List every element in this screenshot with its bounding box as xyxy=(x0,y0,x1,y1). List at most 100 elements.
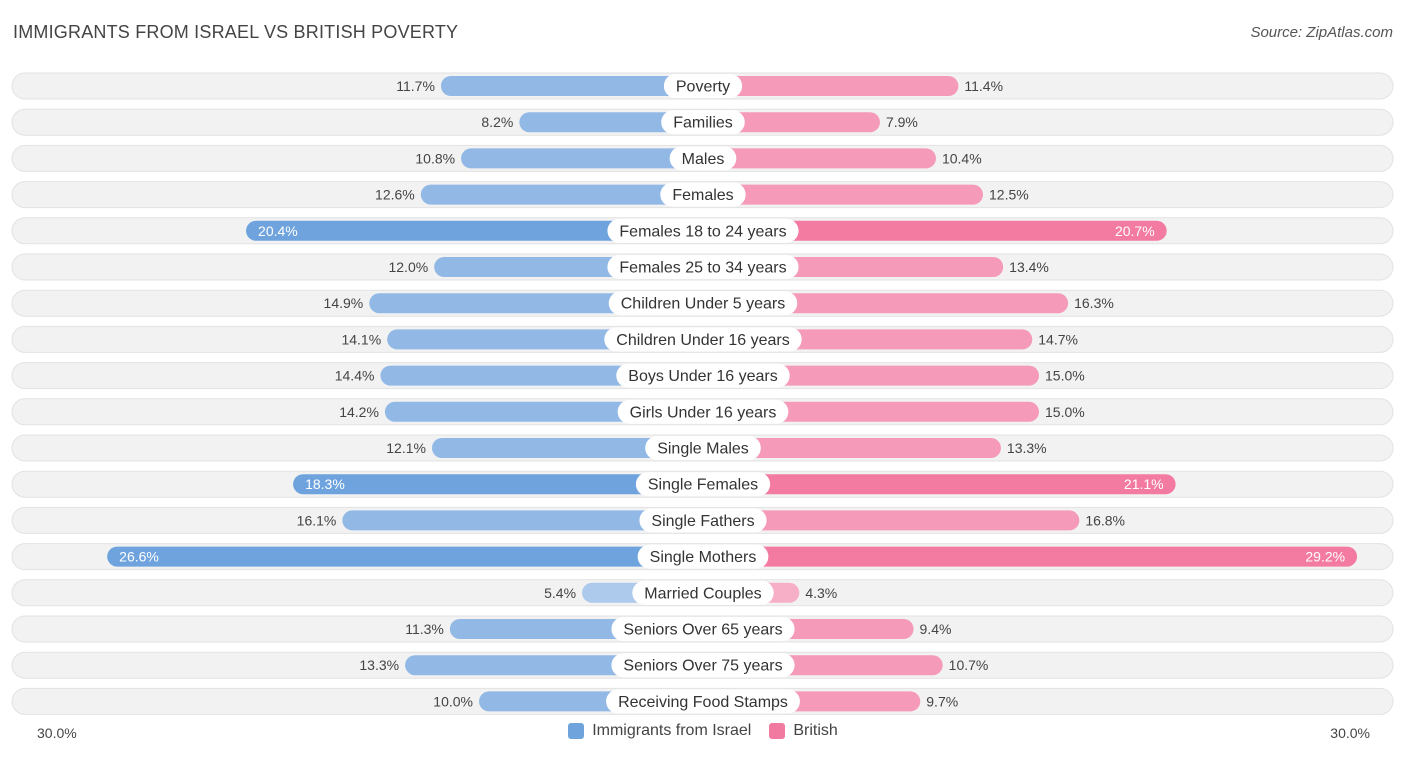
bar-israel-single-mothers xyxy=(107,546,703,567)
diverging-bar-chart: 11.7% 11.4% Poverty 8.2% 7.9% Families 10.8% 10… xyxy=(11,72,1394,715)
category-label-single-fathers: Single Fathers xyxy=(651,513,754,530)
category-pill-children-under-16-years xyxy=(604,327,802,352)
category-pill-single-females xyxy=(635,472,771,497)
category-pill-females-25-to-34-years xyxy=(607,255,799,279)
value-label-israel-seniors-over-75-years: 13.3% xyxy=(359,657,399,673)
value-label-british-children-under-16-years: 14.7% xyxy=(1038,331,1078,347)
value-label-israel-married-couples: 5.4% xyxy=(544,585,576,601)
category-pill-poverty xyxy=(663,74,743,98)
category-pill-seniors-over-65-years xyxy=(611,617,795,641)
category-pill-males xyxy=(669,146,737,171)
category-label-females: Females xyxy=(672,187,733,204)
category-pill-receiving-food-stamps xyxy=(606,689,800,714)
axis-left-label: 30.0% xyxy=(37,725,77,741)
value-label-british-boys-under-16-years: 15.0% xyxy=(1045,368,1085,384)
value-label-israel-single-fathers: 16.1% xyxy=(297,512,337,528)
category-label-single-females: Single Females xyxy=(648,477,758,494)
category-label-single-mothers: Single Mothers xyxy=(650,549,757,566)
value-label-israel-seniors-over-65-years: 11.3% xyxy=(405,621,444,637)
value-label-british-girls-under-16-years: 15.0% xyxy=(1045,404,1085,420)
category-pill-single-fathers xyxy=(639,508,767,533)
value-label-british-single-males: 13.3% xyxy=(1007,440,1047,456)
category-pill-females xyxy=(660,182,746,207)
axis-right-label: 30.0% xyxy=(1330,725,1370,741)
source-credit: Source: ZipAtlas.com xyxy=(1250,24,1393,41)
category-label-families: Families xyxy=(673,115,733,132)
legend-item-british[interactable]: British xyxy=(769,722,838,740)
value-label-israel-single-males: 12.1% xyxy=(386,440,426,456)
category-label-males: Males xyxy=(682,151,725,168)
value-label-british-children-under-5-years: 16.3% xyxy=(1074,295,1114,311)
value-label-israel-girls-under-16-years: 14.2% xyxy=(339,404,379,420)
bar-british-females-18-to-24-years xyxy=(703,220,1167,241)
bar-israel-females xyxy=(420,184,703,205)
category-pill-boys-under-16-years xyxy=(616,363,790,388)
value-label-british-males: 10.4% xyxy=(942,150,982,166)
legend: Immigrants from Israel British xyxy=(0,722,1406,740)
value-label-british-females: 12.5% xyxy=(989,187,1029,203)
category-pill-single-mothers xyxy=(637,544,769,569)
value-label-israel-single-females: 18.3% xyxy=(305,476,345,492)
category-pill-seniors-over-75-years xyxy=(611,653,795,678)
bar-israel-poverty xyxy=(440,76,703,96)
bar-british-males xyxy=(703,148,936,169)
category-pill-families xyxy=(661,110,745,135)
value-label-british-single-females: 21.1% xyxy=(1124,476,1164,492)
value-label-israel-single-mothers: 26.6% xyxy=(119,549,159,565)
category-label-children-under-16-years: Children Under 16 years xyxy=(616,332,789,349)
bar-british-poverty xyxy=(703,76,959,96)
value-label-british-seniors-over-75-years: 10.7% xyxy=(949,657,989,673)
category-pill-single-males xyxy=(645,436,761,460)
bar-israel-single-females xyxy=(293,474,703,495)
value-label-israel-females: 12.6% xyxy=(375,187,415,203)
bar-israel-females-18-to-24-years xyxy=(246,220,704,241)
bar-british-females xyxy=(703,184,983,205)
category-pill-married-couples xyxy=(632,580,774,605)
value-label-israel-females-18-to-24-years: 20.4% xyxy=(258,223,298,239)
bar-israel-single-males xyxy=(431,438,703,458)
bar-british-single-mothers xyxy=(703,546,1358,567)
category-pill-children-under-5-years xyxy=(608,291,798,316)
value-label-british-seniors-over-65-years: 9.4% xyxy=(920,621,952,637)
category-label-boys-under-16-years: Boys Under 16 years xyxy=(628,368,777,385)
category-label-married-couples: Married Couples xyxy=(644,585,761,602)
value-label-british-poverty: 11.4% xyxy=(964,78,1003,94)
chart-title: IMMIGRANTS FROM ISRAEL VS BRITISH POVERT… xyxy=(13,22,459,42)
value-label-israel-poverty: 11.7% xyxy=(396,78,435,94)
value-label-israel-children-under-5-years: 14.9% xyxy=(324,295,364,311)
legend-swatch-israel xyxy=(568,723,585,739)
bar-israel-males xyxy=(461,148,703,169)
value-label-british-single-fathers: 16.8% xyxy=(1085,512,1125,528)
category-label-females-25-to-34-years: Females 25 to 34 years xyxy=(619,260,786,277)
category-label-seniors-over-65-years: Seniors Over 65 years xyxy=(623,622,782,639)
legend-item-israel[interactable]: Immigrants from Israel xyxy=(568,722,751,740)
legend-swatch-british xyxy=(769,723,786,739)
bar-israel-single-fathers xyxy=(342,510,703,531)
legend-label-british: British xyxy=(793,722,838,739)
value-label-israel-children-under-16-years: 14.1% xyxy=(341,331,381,347)
value-label-israel-boys-under-16-years: 14.4% xyxy=(335,368,375,384)
value-label-british-single-mothers: 29.2% xyxy=(1305,549,1345,565)
value-label-israel-receiving-food-stamps: 10.0% xyxy=(433,693,473,709)
value-label-british-families: 7.9% xyxy=(886,114,918,130)
category-label-seniors-over-75-years: Seniors Over 75 years xyxy=(623,658,782,675)
bar-british-single-females xyxy=(703,474,1176,495)
value-label-israel-females-25-to-34-years: 12.0% xyxy=(388,259,428,275)
value-label-british-females-18-to-24-years: 20.7% xyxy=(1115,223,1155,239)
category-label-females-18-to-24-years: Females 18 to 24 years xyxy=(619,223,786,240)
category-label-girls-under-16-years: Girls Under 16 years xyxy=(630,404,777,421)
category-label-receiving-food-stamps: Receiving Food Stamps xyxy=(618,694,788,711)
bar-british-single-males xyxy=(703,438,1001,458)
value-label-british-receiving-food-stamps: 9.7% xyxy=(926,693,958,709)
value-label-israel-males: 10.8% xyxy=(415,150,455,166)
value-label-british-married-couples: 4.3% xyxy=(805,585,837,601)
bar-british-single-fathers xyxy=(703,510,1080,531)
category-label-children-under-5-years: Children Under 5 years xyxy=(621,296,786,313)
category-pill-girls-under-16-years xyxy=(617,399,789,424)
value-label-british-females-25-to-34-years: 13.4% xyxy=(1009,259,1049,275)
category-pill-females-18-to-24-years xyxy=(607,218,799,243)
bar-israel-families xyxy=(519,112,703,133)
category-label-single-males: Single Males xyxy=(657,441,749,458)
category-label-poverty: Poverty xyxy=(676,79,730,96)
bar-british-families xyxy=(703,112,880,133)
